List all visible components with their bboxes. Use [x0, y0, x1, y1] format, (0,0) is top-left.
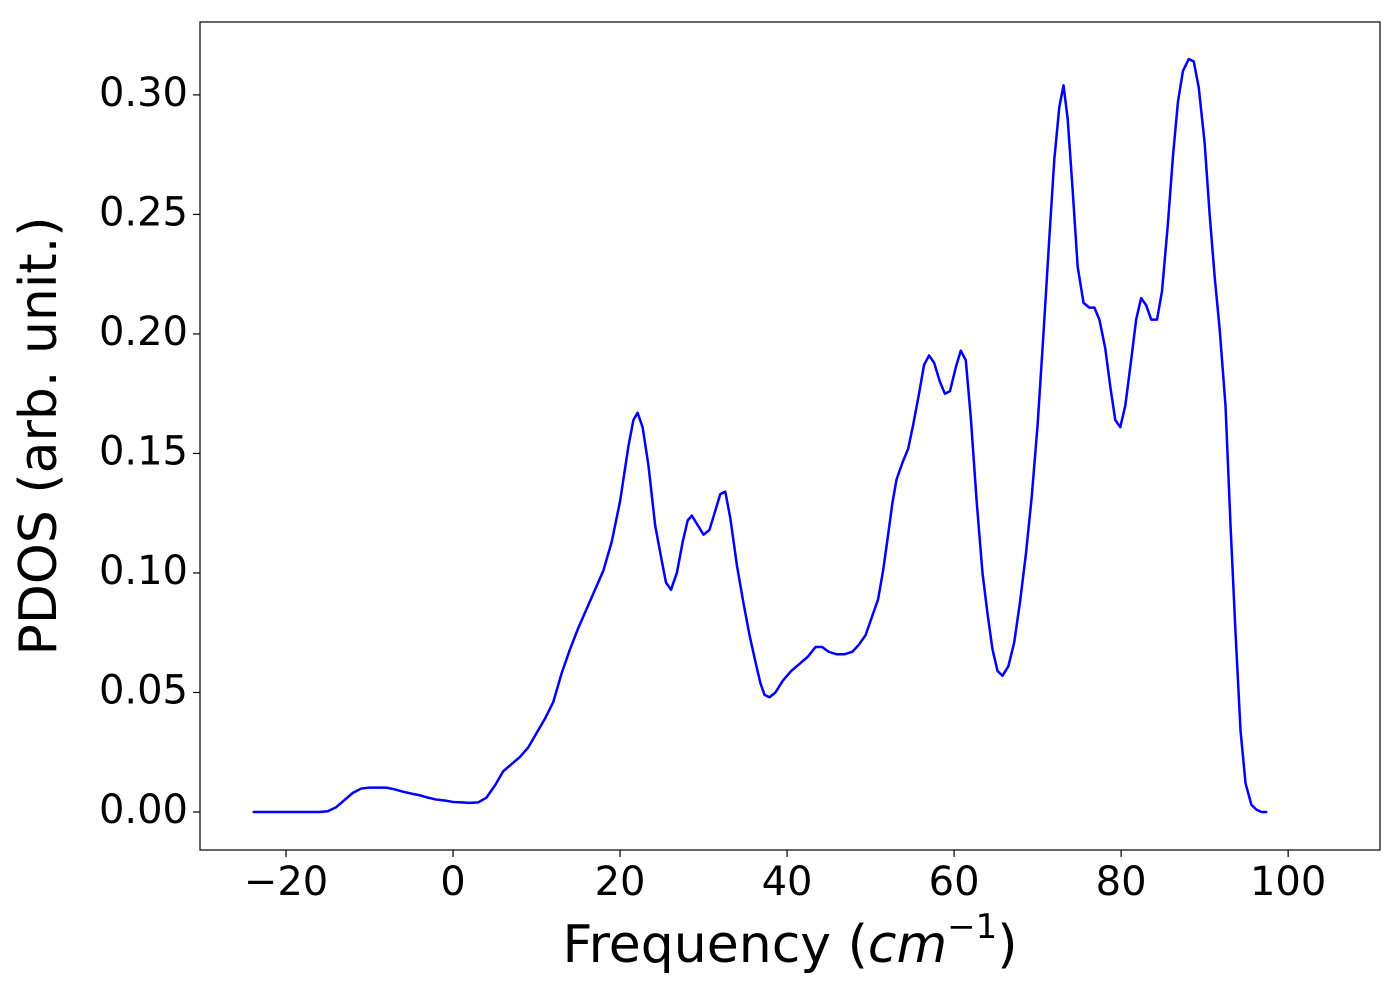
- x-label-exponent: −1: [947, 907, 997, 947]
- y-tick-label: 0.25: [99, 189, 188, 235]
- y-tick-label: 0.05: [99, 667, 188, 713]
- x-tick-label: 40: [762, 859, 813, 905]
- x-label-text: Frequency (: [562, 915, 867, 975]
- x-tick-label: 80: [1096, 859, 1147, 905]
- x-tick-label: 0: [440, 859, 465, 905]
- plot-frame: [199, 21, 1381, 851]
- y-tick-label: 0.00: [99, 787, 188, 833]
- y-tick-label: 0.15: [99, 428, 188, 474]
- y-tick-label: 0.10: [99, 548, 188, 594]
- y-tick-label: 0.20: [99, 309, 188, 355]
- x-label-close: ): [997, 915, 1017, 975]
- x-tick-label: 60: [929, 859, 980, 905]
- x-axis-label: Frequency (cm−1): [562, 907, 1017, 976]
- y-tick-label: 0.30: [99, 70, 188, 116]
- x-tick-label: −20: [244, 859, 328, 905]
- data-line: [252, 57, 1268, 814]
- x-tick-label: 100: [1250, 859, 1326, 905]
- x-tick-label: 20: [595, 859, 646, 905]
- x-label-unit: cm: [868, 915, 947, 975]
- y-axis-label: PDOS (arb. unit.): [9, 216, 69, 655]
